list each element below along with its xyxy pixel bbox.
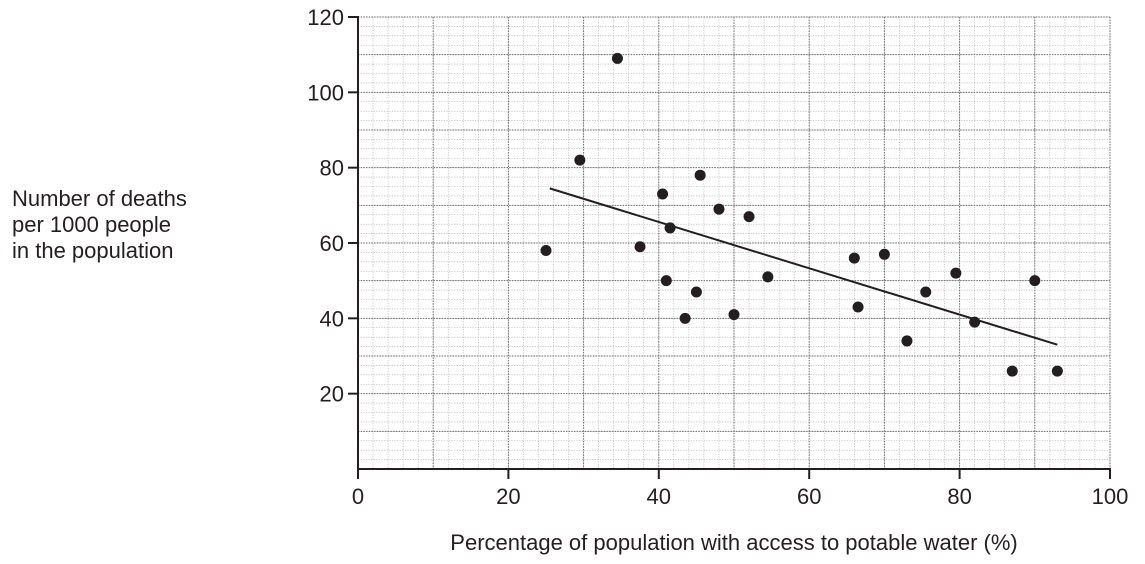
plot-grid (357, 16, 1111, 470)
x-tick-label: 80 (947, 484, 971, 509)
data-point (694, 169, 706, 181)
trendline (549, 187, 1058, 346)
y-axis-label-line-1: Number of deaths (12, 186, 187, 211)
x-tick-label: 40 (647, 484, 671, 509)
tick-labels: 20 40 60 80 100 120 0 20 40 60 80 100 (307, 5, 1128, 509)
data-point (743, 211, 755, 223)
data-point (1029, 275, 1041, 287)
data-point (920, 286, 932, 298)
data-point (950, 267, 962, 279)
data-point (1051, 365, 1063, 377)
y-tick-label: 80 (320, 156, 344, 181)
data-point (728, 309, 740, 321)
y-tick-label: 120 (307, 5, 344, 30)
data-point (878, 248, 890, 260)
data-point (713, 203, 725, 215)
data-point (690, 286, 702, 298)
data-point (664, 222, 676, 234)
x-axis-label: Percentage of population with access to … (450, 530, 1017, 555)
data-point (848, 252, 860, 264)
data-point (660, 275, 672, 287)
x-tick-label: 60 (797, 484, 821, 509)
x-tick-label: 100 (1092, 484, 1129, 509)
axes (348, 16, 1111, 479)
trendline-group (549, 187, 1058, 346)
y-axis-label: Number of deaths per 1000 people in the … (12, 186, 252, 264)
data-point (574, 154, 586, 166)
data-point (901, 335, 913, 347)
y-tick-label: 20 (320, 382, 344, 407)
x-tick-label: 20 (496, 484, 520, 509)
y-tick-label: 60 (320, 231, 344, 256)
data-point (679, 312, 691, 324)
data-point (762, 271, 774, 283)
y-axis-label-line-3: in the population (12, 238, 174, 263)
data-point (852, 301, 864, 313)
data-point (634, 241, 646, 253)
y-tick-label: 100 (307, 80, 344, 105)
data-point (969, 316, 981, 328)
data-point (540, 245, 552, 257)
y-tick-label: 40 (320, 306, 344, 331)
data-points (540, 52, 1063, 377)
data-point (611, 52, 623, 64)
x-tick-label: 0 (352, 484, 364, 509)
y-axis-label-line-2: per 1000 people (12, 212, 172, 237)
data-point (1006, 365, 1018, 377)
data-point (657, 188, 669, 200)
